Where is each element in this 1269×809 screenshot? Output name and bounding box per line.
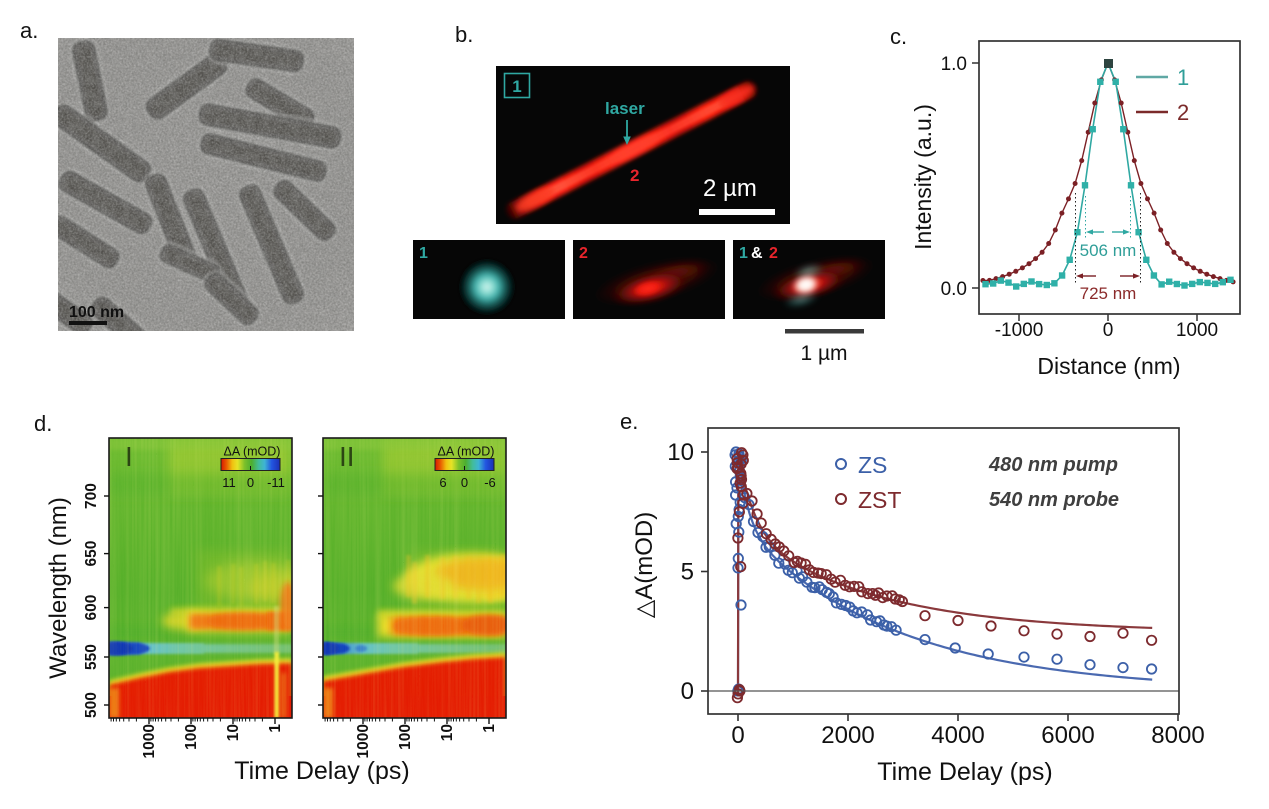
svg-text:480 nm pump: 480 nm pump (988, 454, 1118, 476)
svg-text:1.0: 1.0 (941, 54, 967, 75)
svg-text:2: 2 (579, 245, 588, 262)
svg-text:2 µm: 2 µm (703, 175, 757, 202)
svg-text:650: 650 (83, 541, 100, 567)
svg-text:550: 550 (83, 644, 100, 670)
svg-text:d.: d. (34, 411, 52, 436)
svg-text:△A(mOD): △A(mOD) (631, 512, 658, 618)
svg-text:540 nm probe: 540 nm probe (989, 489, 1119, 511)
svg-text:0: 0 (681, 678, 694, 705)
svg-text:&: & (751, 245, 763, 262)
svg-text:ΔA (mOD): ΔA (mOD) (438, 445, 495, 459)
svg-text:-1000: -1000 (995, 320, 1044, 341)
svg-text:500: 500 (83, 692, 100, 718)
svg-text:100: 100 (183, 724, 200, 750)
svg-text:1: 1 (1177, 65, 1189, 90)
svg-text:5: 5 (681, 559, 694, 586)
svg-text:Wavelength (nm): Wavelength (nm) (45, 497, 72, 679)
svg-text:725 nm: 725 nm (1080, 284, 1137, 303)
svg-text:10: 10 (225, 724, 242, 741)
svg-text:b.: b. (455, 22, 473, 47)
svg-text:1: 1 (739, 245, 748, 262)
svg-text:0: 0 (247, 475, 254, 490)
svg-text:2000: 2000 (821, 722, 874, 749)
svg-text:2: 2 (769, 245, 778, 262)
svg-text:II: II (339, 441, 355, 472)
svg-text:2: 2 (630, 166, 639, 185)
svg-text:1: 1 (267, 724, 284, 733)
svg-text:506 nm: 506 nm (1080, 241, 1137, 260)
svg-text:ΔA (mOD): ΔA (mOD) (224, 445, 281, 459)
svg-text:0.0: 0.0 (941, 279, 967, 300)
svg-text:2: 2 (1177, 100, 1189, 125)
svg-text:1: 1 (512, 77, 521, 96)
svg-text:1000: 1000 (1176, 320, 1218, 341)
svg-text:11: 11 (222, 475, 236, 490)
svg-text:-6: -6 (484, 475, 496, 490)
svg-text:700: 700 (83, 483, 100, 509)
svg-text:e.: e. (620, 409, 638, 434)
svg-text:ZST: ZST (858, 487, 901, 513)
svg-text:Time Delay (ps): Time Delay (ps) (877, 758, 1053, 786)
svg-text:0: 0 (1103, 320, 1114, 341)
svg-text:100 nm: 100 nm (69, 304, 124, 321)
svg-text:4000: 4000 (931, 722, 984, 749)
svg-text:100: 100 (397, 724, 414, 750)
svg-text:6000: 6000 (1041, 722, 1094, 749)
svg-text:1000: 1000 (355, 724, 372, 758)
svg-text:Distance (nm): Distance (nm) (1037, 353, 1180, 379)
svg-text:1 µm: 1 µm (800, 342, 847, 365)
svg-text:6: 6 (439, 475, 446, 490)
svg-text:10: 10 (667, 439, 694, 466)
svg-text:laser: laser (605, 99, 645, 118)
svg-text:ZS: ZS (858, 452, 887, 478)
svg-text:1: 1 (481, 724, 498, 733)
svg-text:c.: c. (890, 24, 907, 49)
svg-text:0: 0 (731, 722, 744, 749)
svg-text:Intensity (a.u.): Intensity (a.u.) (910, 104, 936, 250)
svg-text:10: 10 (439, 724, 456, 741)
svg-text:1: 1 (419, 245, 428, 262)
svg-text:0: 0 (461, 475, 468, 490)
svg-text:-11: -11 (267, 475, 285, 490)
svg-text:8000: 8000 (1151, 722, 1204, 749)
svg-text:Time Delay (ps): Time Delay (ps) (234, 757, 410, 785)
svg-text:a.: a. (20, 18, 38, 43)
svg-text:600: 600 (83, 595, 100, 621)
svg-text:1000: 1000 (141, 724, 158, 758)
svg-text:I: I (125, 441, 133, 472)
